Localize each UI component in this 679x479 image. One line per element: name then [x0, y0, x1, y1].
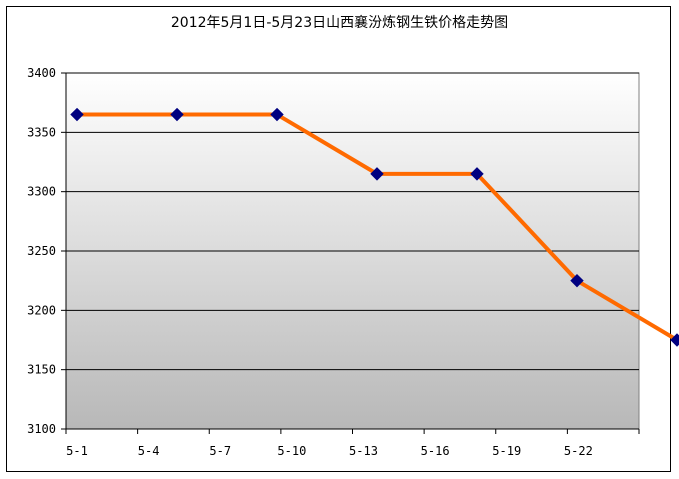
x-tick-label: 5-7: [209, 444, 231, 458]
x-tick-label: 5-19: [492, 444, 521, 458]
data-point: [170, 107, 184, 122]
y-tick-label: 3300: [27, 185, 56, 199]
x-tick-label: 5-4: [138, 444, 160, 458]
x-tick-label: 5-16: [421, 444, 450, 458]
data-point: [570, 273, 584, 288]
y-tick-label: 3250: [27, 244, 56, 258]
x-tick-label: 5-13: [349, 444, 378, 458]
data-point: [370, 167, 384, 181]
y-tick-label: 3200: [27, 303, 56, 317]
data-point: [270, 107, 284, 122]
x-tick-label: 5-1: [66, 444, 88, 458]
data-point: [670, 333, 679, 347]
data-point: [70, 107, 84, 122]
y-tick-label: 3100: [27, 422, 56, 436]
y-tick-label: 3400: [27, 66, 56, 80]
y-tick-label: 3150: [27, 363, 56, 377]
data-point: [470, 167, 484, 181]
x-tick-label: 5-10: [277, 444, 306, 458]
chart-title: 2012年5月1日-5月23日山西襄汾炼钢生铁价格走势图: [170, 15, 509, 31]
x-tick-label: 5-22: [564, 444, 593, 458]
y-tick-label: 3350: [27, 125, 56, 139]
